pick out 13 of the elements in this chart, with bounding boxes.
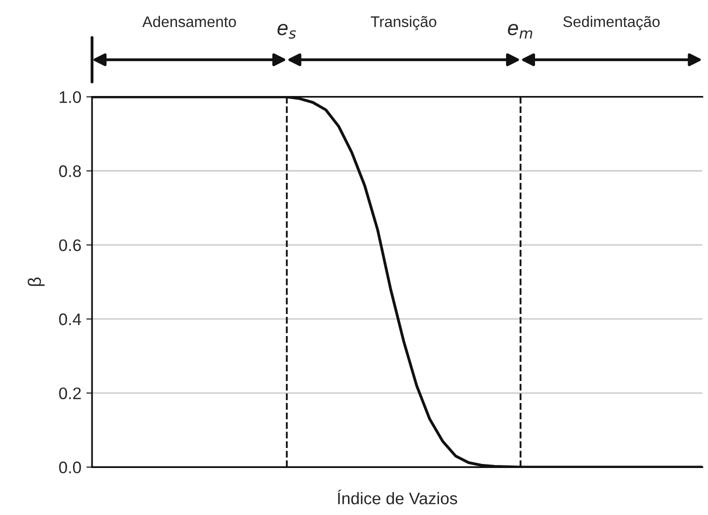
text: Adensamento [142, 16, 236, 28]
y-tick-label: 0.0 [59, 462, 81, 474]
y-tick-label: 0.4 [59, 313, 82, 326]
text: Sedimentação [563, 16, 660, 30]
y-tick-label: 0.6 [59, 239, 81, 252]
y-axis-title: β [28, 277, 45, 286]
y-tick-label: 0.8 [59, 165, 81, 178]
x-axis-title: Índice de Vazios [338, 490, 458, 504]
y-tick-label: 0.2 [59, 387, 81, 400]
text: e$_{m}$ [508, 24, 532, 38]
text: e$_{s}$ [278, 24, 296, 39]
text: Transição [370, 16, 436, 30]
y-tick-label: 1.0 [60, 91, 81, 104]
